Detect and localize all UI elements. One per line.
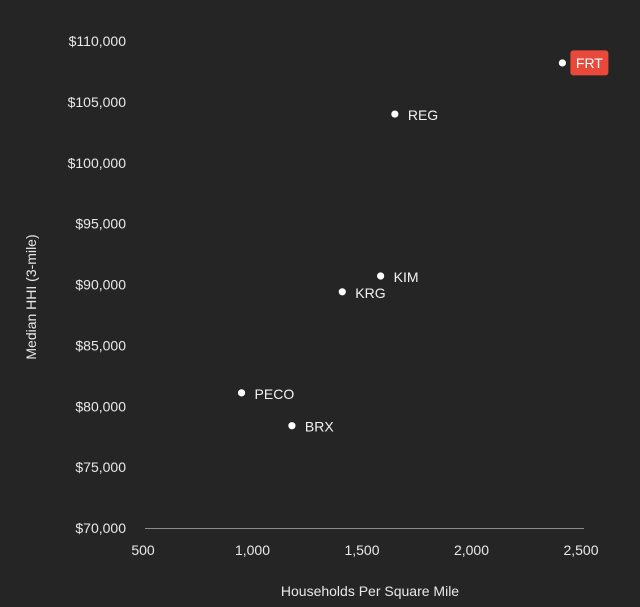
point-group-brx: BRX — [288, 419, 334, 435]
point-label: FRT — [576, 55, 603, 71]
highlight-badge — [570, 50, 609, 76]
x-tick-label: 1,000 — [235, 542, 270, 558]
point-label: REG — [408, 107, 438, 123]
y-tick-label: $75,000 — [75, 459, 126, 475]
y-tick-label: $70,000 — [75, 520, 126, 536]
point-group-reg: REG — [391, 107, 438, 123]
data-points: FRT REG KIM KRG PECO BRX — [237, 50, 609, 435]
data-point — [237, 389, 246, 397]
x-tick-label: 2,000 — [454, 542, 489, 558]
point-label: KIM — [394, 269, 419, 285]
y-axis-title: Median HHI (3-mile) — [23, 234, 39, 359]
x-axis-title: Households Per Square Mile — [281, 583, 459, 599]
data-point — [391, 110, 399, 118]
y-tick-label: $100,000 — [68, 155, 127, 171]
x-tick-label: 1,500 — [344, 542, 379, 558]
point-group-krg: KRG — [338, 285, 386, 301]
point-group-kim: KIM — [377, 269, 419, 285]
data-point — [377, 272, 385, 280]
data-point — [288, 422, 296, 430]
y-tick-label: $105,000 — [68, 94, 127, 110]
data-point — [558, 59, 566, 67]
point-group-peco: PECO — [237, 386, 295, 402]
x-axis-ticks: 500 1,000 1,500 2,000 2,500 — [131, 542, 598, 558]
point-label: KRG — [355, 285, 385, 301]
data-point — [338, 288, 346, 296]
y-tick-label: $85,000 — [75, 337, 126, 353]
y-tick-label: $90,000 — [75, 277, 126, 293]
y-tick-label: $80,000 — [75, 398, 126, 414]
x-tick-label: 500 — [131, 542, 155, 558]
y-axis-ticks: $70,000 $75,000 $80,000 $85,000 $90,000 $95,0… — [68, 33, 127, 536]
y-tick-label: $110,000 — [69, 33, 127, 49]
point-group-frt: FRT — [558, 50, 609, 76]
x-tick-label: 2,500 — [563, 542, 598, 558]
point-label: BRX — [305, 419, 334, 435]
point-label: PECO — [255, 386, 295, 402]
y-tick-label: $95,000 — [75, 216, 126, 232]
